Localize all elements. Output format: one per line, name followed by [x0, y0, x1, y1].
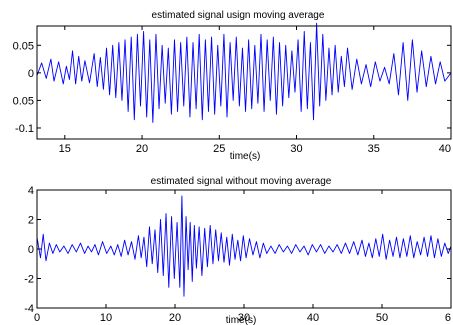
top-y-tick-label: -0.1: [15, 123, 34, 135]
top-y-tick-label: 0.05: [13, 40, 34, 52]
top-series-line-0: [36, 22, 452, 123]
top-axes-frame: [36, 25, 452, 140]
bottom-y-ticks: 4 2 0 -2 -4: [24, 185, 451, 315]
bottom-x-tick-label: 20: [169, 312, 181, 324]
bottom-x-tick-label: 40: [307, 312, 319, 324]
bottom-series-line-0: [36, 195, 452, 297]
bottom-x-axis-label: time(s): [226, 315, 257, 325]
bottom-x-tick-label: 10: [100, 312, 112, 324]
bottom-y-tick-label: -2: [24, 274, 34, 286]
bottom-y-tick-label: 4: [28, 185, 34, 197]
bottom-y-tick-label: -4: [24, 303, 34, 315]
bottom-x-tick-label: 30: [238, 312, 250, 324]
top-x-ticks: 15 20 25 30 35 40: [59, 26, 452, 155]
bottom-x-tick-label: 0: [34, 312, 40, 324]
top-x-tick-label: 30: [290, 143, 302, 155]
top-chart-title: estimated signal usign moving average: [152, 10, 325, 21]
bottom-y-tick-label: 0: [28, 244, 34, 256]
bottom-y-tick-label: 2: [28, 215, 34, 227]
bottom-x-ticks: 0 10 20 30 40 50 6: [34, 190, 452, 324]
top-x-tick-label: 35: [368, 143, 380, 155]
top-y-tick-label: 0.05: [13, 95, 34, 107]
top-panel: estimated signal usign moving average 15…: [13, 10, 452, 162]
top-x-tick-label: 25: [213, 143, 225, 155]
top-x-tick-label: 15: [59, 143, 71, 155]
top-y-tick-label: 0: [28, 68, 34, 80]
top-y-ticks: 0.05 0 0.05 -0.1: [13, 40, 451, 135]
top-x-tick-label: 20: [136, 143, 148, 155]
bottom-x-tick-label: 6: [445, 312, 451, 324]
bottom-x-tick-label: 50: [376, 312, 388, 324]
bottom-panel: estimated signal without moving average …: [24, 176, 452, 325]
bottom-chart-title: estimated signal without moving average: [151, 176, 332, 187]
top-x-tick-label: 40: [439, 143, 451, 155]
bottom-signal-trace: [36, 195, 452, 297]
top-signal-trace: [36, 22, 452, 123]
top-x-axis-label: time(s): [230, 151, 261, 162]
